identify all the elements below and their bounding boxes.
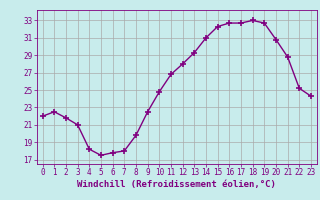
X-axis label: Windchill (Refroidissement éolien,°C): Windchill (Refroidissement éolien,°C) — [77, 180, 276, 189]
